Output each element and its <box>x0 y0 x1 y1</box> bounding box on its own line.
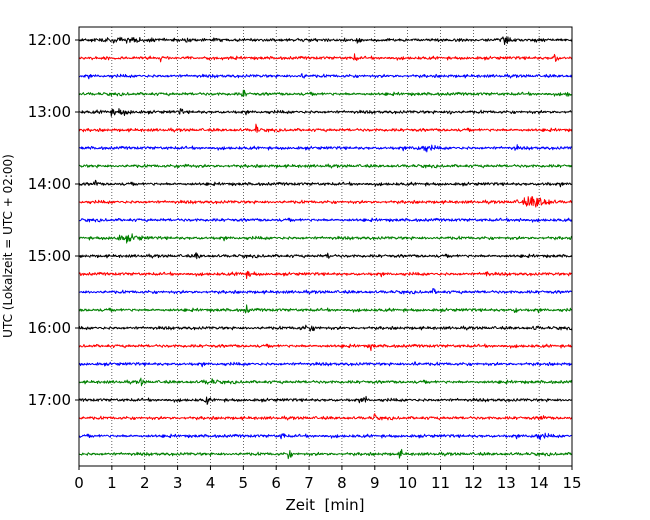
seismogram-trace <box>78 123 573 133</box>
x-tick-label: 3 <box>173 474 183 492</box>
y-tick-label: 13:00 <box>28 103 71 121</box>
seismogram-trace <box>78 144 573 153</box>
y-tick-label: 16:00 <box>28 319 71 337</box>
seismogram-trace <box>78 233 573 244</box>
x-tick-label: 13 <box>497 474 516 492</box>
seismogram-trace <box>78 179 573 188</box>
x-tick-label: 9 <box>370 474 380 492</box>
seismogram-trace <box>78 89 573 97</box>
x-axis: 0 1 2 3 4 5 6 7 8 9 10 11 12 13 14 15 <box>74 466 582 492</box>
seismogram-trace <box>78 217 573 223</box>
plot-frame <box>78 26 573 467</box>
seismogram-trace <box>78 288 573 295</box>
x-tick-label: 5 <box>239 474 249 492</box>
x-tick-label: 15 <box>562 474 581 492</box>
seismogram-trace <box>78 324 573 332</box>
seismogram-trace <box>78 73 573 80</box>
seismogram-trace <box>78 413 573 421</box>
x-tick-label: 0 <box>74 474 84 492</box>
seismogram-trace <box>78 395 573 405</box>
grid-layer <box>111 27 540 466</box>
y-axis-label: UTC (Lokalzeit = UTC + 02:00) <box>1 154 15 338</box>
y-tick-label: 15:00 <box>28 247 71 265</box>
x-tick-label: 1 <box>107 474 117 492</box>
seismogram-trace <box>78 343 573 352</box>
y-tick-label: 17:00 <box>28 391 71 409</box>
seismogram-trace <box>78 53 573 63</box>
seismogram-trace <box>78 377 573 387</box>
seismogram-trace <box>78 304 573 314</box>
x-tick-label: 2 <box>140 474 150 492</box>
y-tick-label: 12:00 <box>28 31 71 49</box>
seismogram-trace <box>78 195 573 208</box>
x-tick-label: 4 <box>206 474 216 492</box>
seismogram-trace <box>78 252 573 260</box>
seismogram-trace <box>78 108 573 117</box>
y-axis: 12:00 13:00 14:00 15:00 16:00 17:00 <box>28 31 79 409</box>
y-tick-label: 14:00 <box>28 175 71 193</box>
trace-layer <box>78 36 573 460</box>
x-axis-label: Zeit [min] <box>285 496 364 514</box>
seismogram-trace <box>78 361 573 368</box>
x-tick-label: 14 <box>530 474 549 492</box>
x-tick-label: 12 <box>464 474 483 492</box>
x-tick-label: 7 <box>304 474 314 492</box>
seismogram-trace <box>78 36 573 46</box>
seismogram-trace <box>78 163 573 169</box>
seismogram-trace <box>78 432 573 441</box>
seismogram-trace <box>78 270 573 280</box>
x-tick-label: 11 <box>431 474 450 492</box>
x-tick-label: 8 <box>337 474 347 492</box>
seismogram-trace <box>78 448 573 460</box>
x-tick-label: 6 <box>271 474 281 492</box>
x-tick-label: 10 <box>398 474 417 492</box>
